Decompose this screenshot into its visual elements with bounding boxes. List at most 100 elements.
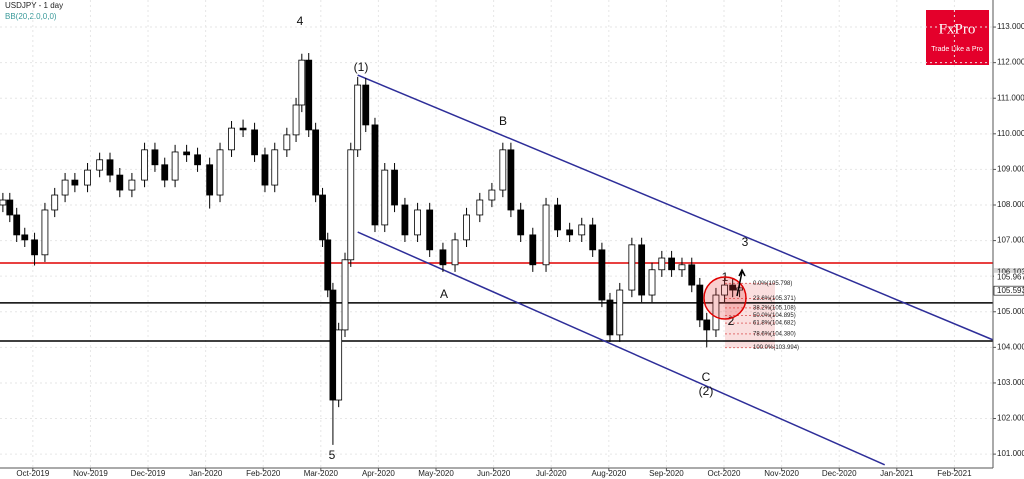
candle-body	[341, 259, 349, 331]
y-tick-label: 111.000	[997, 93, 1024, 102]
arrow	[736, 268, 746, 297]
candle-body	[668, 257, 675, 271]
x-tick-label: Jul-2020	[536, 469, 567, 478]
y-tick-label: 109.000	[997, 165, 1024, 174]
candle-body	[499, 149, 507, 191]
candle-body	[362, 84, 370, 126]
x-tick-label: Oct-2020	[708, 469, 741, 478]
candle-body	[638, 244, 646, 296]
candle-body	[451, 239, 459, 266]
candle-body	[216, 149, 224, 196]
logo-box	[926, 10, 989, 65]
candle-body	[688, 264, 696, 286]
candle-body	[96, 159, 104, 171]
price-label: 105.967	[997, 272, 1024, 281]
y-tick-label: 103.000	[997, 378, 1024, 387]
price-tag	[993, 285, 1024, 296]
x-tick-label: Jan-2021	[880, 469, 914, 478]
candle-body	[251, 129, 258, 156]
channel-line	[357, 231, 886, 466]
fib-label: 23.6%(105.371)	[753, 296, 796, 302]
plot: 0.0%(105.798) 23.6%(105.371) 38.2%(105.108…	[0, 0, 994, 468]
candle-body	[171, 151, 179, 181]
x-tick-label: Mar-2020	[304, 469, 339, 478]
wave-label: C	[702, 370, 711, 384]
candle-body	[736, 287, 743, 291]
y-tick-label: 102.000	[997, 414, 1024, 423]
wave-label: 5	[329, 448, 336, 462]
candle-body	[305, 59, 313, 131]
candle-body	[598, 249, 606, 301]
y-tick-label: 113.000	[997, 22, 1024, 31]
candle-body	[426, 209, 434, 251]
y-tick-label: 108.000	[997, 200, 1024, 209]
candle-body	[51, 194, 59, 211]
candle-body	[529, 234, 537, 266]
wave-label: 3	[742, 235, 749, 249]
x-tick-label: May-2020	[418, 469, 454, 478]
candle-body	[488, 189, 496, 201]
candle-body	[261, 154, 269, 186]
x-tick-label: Aug-2020	[591, 469, 626, 478]
candle-body	[61, 179, 69, 196]
candle-body	[31, 239, 38, 256]
y-tick-label: 107.000	[997, 236, 1024, 245]
x-tick-label: Jan-2020	[189, 469, 223, 478]
highlight-circle	[703, 276, 747, 320]
wave-label: B	[499, 114, 507, 128]
candle-body	[271, 149, 279, 186]
candle-body	[703, 319, 711, 331]
y-tick-label: 112.000	[997, 58, 1024, 67]
candle-body	[335, 329, 343, 401]
candle-body	[161, 164, 169, 181]
candle-body	[517, 209, 525, 236]
fib-label: 100.0%(103.994)	[753, 345, 799, 351]
y-tick-label: 110.000	[997, 129, 1024, 138]
fib-label: 0.0%(105.798)	[753, 281, 792, 287]
candle-body	[578, 224, 586, 236]
candle-body	[283, 134, 291, 151]
y-tick-label: 105.000	[997, 307, 1024, 316]
logo: FxPro	[939, 21, 976, 37]
candle-body	[658, 257, 666, 271]
candle-body	[391, 169, 398, 206]
candle-body	[13, 214, 21, 236]
wave-label: (1)	[354, 60, 369, 74]
wave-label: A	[440, 287, 448, 301]
candle-body	[721, 284, 728, 296]
candle-body	[128, 179, 136, 191]
candle-body	[206, 164, 214, 196]
price-tag	[994, 268, 1024, 278]
x-tick-label: Dec-2020	[822, 469, 857, 478]
x-tick-label: Jun-2020	[477, 469, 511, 478]
candle-body	[729, 284, 737, 291]
y-tick-label: 104.000	[997, 342, 1024, 351]
candle-body	[589, 224, 597, 251]
candle-body	[566, 229, 574, 236]
x-tick-label: Apr-2020	[362, 469, 395, 478]
candle-body	[542, 204, 550, 266]
candle-body	[329, 289, 337, 401]
candle-body	[381, 169, 389, 226]
wave-label: (2)	[699, 384, 714, 398]
candle-body	[463, 214, 470, 241]
channel-line	[357, 74, 994, 341]
candle-body	[606, 299, 614, 336]
candle-body	[6, 199, 14, 216]
candle-body	[298, 59, 306, 106]
candle-body	[106, 159, 114, 176]
candle-body	[21, 234, 29, 241]
candle-body	[151, 149, 159, 166]
wave-label: 4	[297, 14, 304, 28]
candle-body	[312, 129, 320, 196]
indicator-label: BB(20,2.0,0,0)	[5, 12, 57, 21]
candle-body	[183, 151, 191, 156]
candle-body	[319, 194, 326, 241]
candle-body	[507, 149, 515, 211]
candle-body	[324, 239, 332, 291]
candle-body	[401, 204, 409, 236]
candle-body	[696, 284, 704, 321]
candle-body	[439, 249, 447, 266]
candle-body	[371, 124, 379, 226]
